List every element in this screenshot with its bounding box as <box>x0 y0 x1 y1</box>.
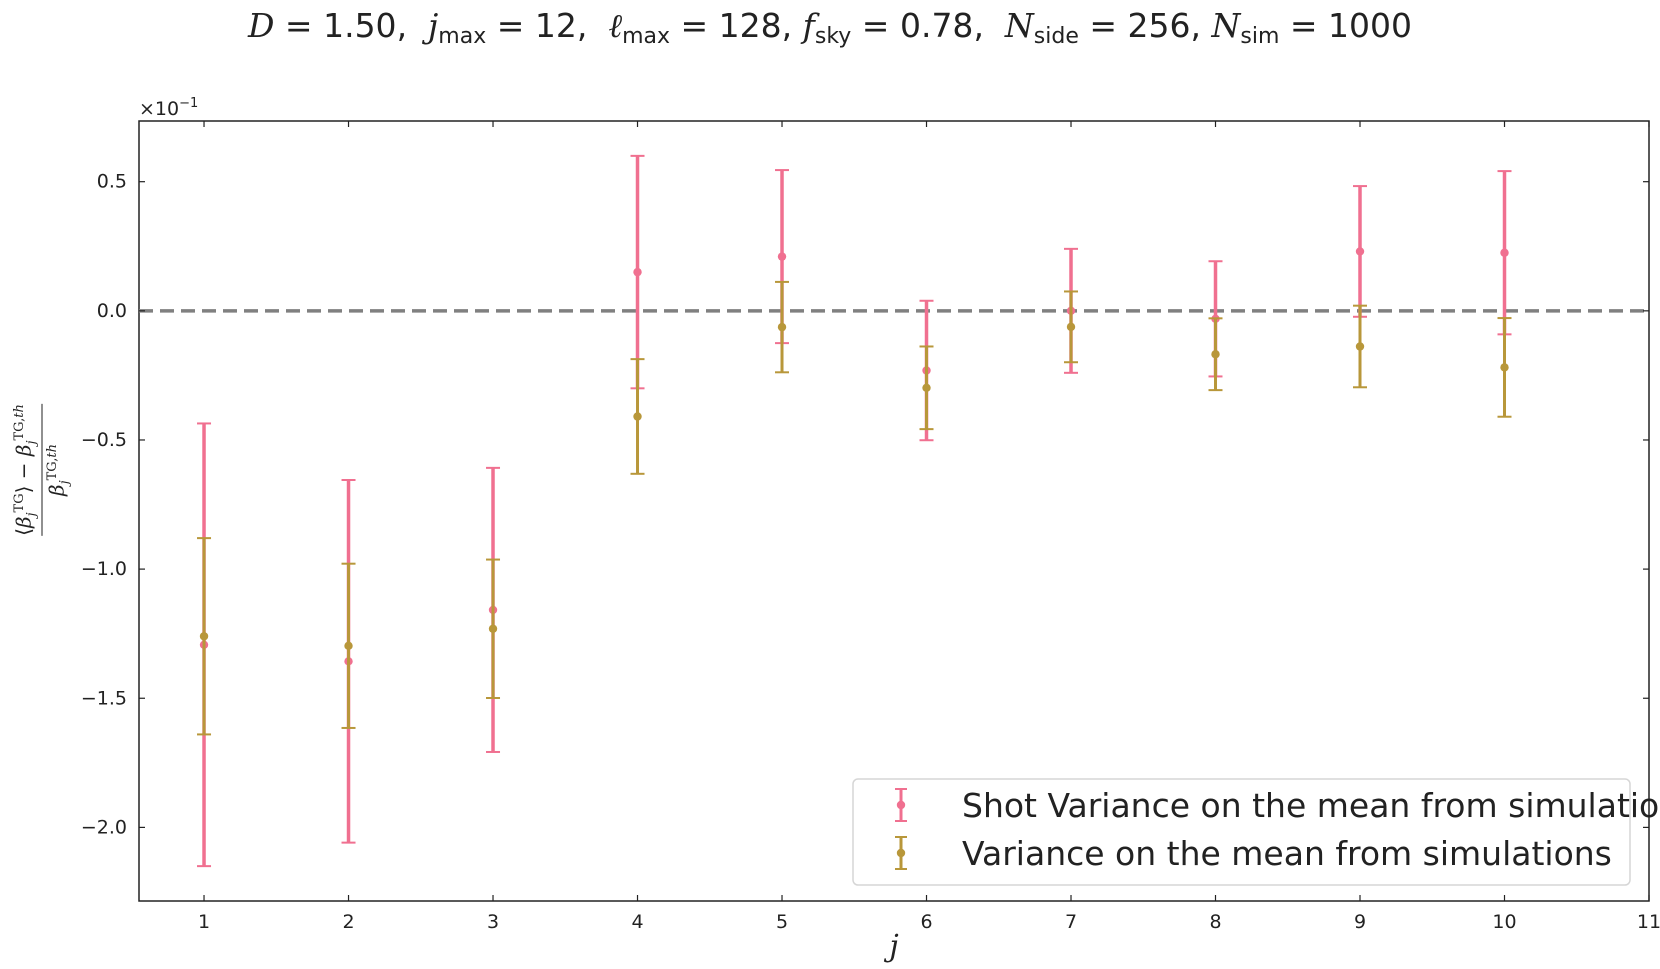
title-nsim-value: 1000 <box>1328 6 1413 45</box>
data-point <box>1500 363 1509 372</box>
x-tick-label: 6 <box>920 911 932 933</box>
y-tick-label: −1.5 <box>81 687 127 709</box>
legend-box <box>852 778 1631 886</box>
data-point <box>1211 350 1220 359</box>
data-point <box>777 252 787 261</box>
series-2 <box>197 280 1512 736</box>
legend-label: Shot Variance on the mean from simulatio… <box>962 786 1660 825</box>
data-point <box>922 383 931 393</box>
x-tick-label: 9 <box>1354 911 1366 933</box>
y-offset-text: ×10−1 <box>139 96 198 120</box>
x-tick-label: 1 <box>198 911 210 933</box>
title-jmax-sub: max <box>438 24 487 49</box>
data-point <box>633 267 642 277</box>
data-point <box>777 322 787 332</box>
title-d-symbol: D <box>247 6 275 45</box>
chart-title: D = 1.50, jmax = 12, ℓmax = 128, fsky = … <box>247 6 1413 49</box>
title-lmax-sub: max <box>622 24 671 49</box>
series-layer <box>197 154 1512 868</box>
x-axis-label: j <box>883 929 898 964</box>
x-tick-label: 4 <box>631 911 643 933</box>
x-tick-label: 3 <box>487 911 499 933</box>
x-axis-ticks: 1 2 3 4 5 6 7 8 9 10 11 <box>198 121 1660 933</box>
title-lmax-symbol: ℓ <box>608 6 623 45</box>
title-lmax-value: 128 <box>718 6 782 45</box>
data-point <box>1066 322 1076 332</box>
y-tick-label: −0.5 <box>81 429 127 451</box>
data-point <box>1500 248 1509 257</box>
legend-marker-dot <box>896 848 906 858</box>
x-tick-label: 8 <box>1209 911 1221 933</box>
series-1 <box>197 154 1512 868</box>
data-point <box>1355 247 1365 256</box>
x-tick-label: 2 <box>342 911 354 933</box>
title-jmax-value: 12 <box>534 6 577 45</box>
x-tick-label: 5 <box>776 911 788 933</box>
title-fsky-symbol: f <box>802 6 815 45</box>
y-tick-label: −1.0 <box>81 558 127 580</box>
data-point <box>344 641 353 651</box>
title-nsim-sub: sim <box>1240 24 1280 49</box>
data-point <box>199 632 209 641</box>
title-jmax-symbol: j <box>428 6 439 45</box>
data-point <box>1355 342 1365 351</box>
legend: Shot Variance on the mean from simulatio… <box>852 778 1660 886</box>
title-d-value: 1.50 <box>323 6 397 45</box>
title-fsky-value: 0.78 <box>899 6 974 45</box>
legend-marker-dot <box>896 800 906 810</box>
title-fsky-sub: sky <box>814 24 852 49</box>
y-tick-label: 0.5 <box>97 171 127 193</box>
x-tick-label: 10 <box>1492 911 1516 933</box>
x-tick-label: 11 <box>1637 911 1660 933</box>
legend-label: Variance on the mean from simulations <box>962 834 1612 873</box>
title-nsim-symbol: N <box>1211 6 1241 45</box>
x-tick-label: 7 <box>1065 911 1077 933</box>
y-tick-label: 0.0 <box>97 300 127 322</box>
plot-frame <box>138 120 1650 902</box>
y-axis-ticks: −2.0 −1.5 −1.0 −0.5 0.0 0.5 <box>81 171 1649 838</box>
title-nside-symbol: N <box>1004 6 1034 45</box>
y-tick-label: −2.0 <box>81 816 127 838</box>
title-nside-value: 256 <box>1127 6 1191 45</box>
data-point <box>488 624 498 633</box>
title-nside-sub: side <box>1033 24 1079 49</box>
data-point <box>633 412 642 421</box>
